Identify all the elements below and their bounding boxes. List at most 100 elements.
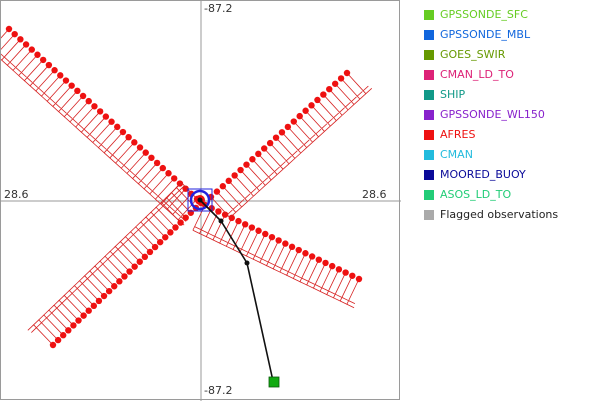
- wind-barb-feather: [247, 195, 254, 202]
- observation-dot: [121, 273, 128, 280]
- observation-dot: [213, 188, 221, 195]
- wind-barb-feather: [226, 209, 233, 216]
- wind-barb-feather: [293, 278, 301, 283]
- legend-item[interactable]: GPSSONDE_MBL: [422, 26, 597, 46]
- legend-item[interactable]: SHIP: [422, 86, 597, 106]
- wind-barb-staff: [69, 100, 90, 123]
- wind-barb-feather: [170, 187, 177, 194]
- wind-barb-feather: [66, 293, 73, 299]
- wind-barb-staff: [104, 255, 125, 277]
- wind-barb-feather: [340, 300, 348, 305]
- observation-dot: [75, 317, 82, 324]
- wind-barb-staff: [1, 33, 15, 50]
- wind-barb-feather: [135, 175, 141, 181]
- wind-barb-staff: [166, 188, 186, 210]
- wind-barb-staff: [84, 275, 105, 297]
- wind-barb-feather: [144, 211, 152, 219]
- wind-barb-feather: [92, 268, 98, 275]
- observation-dot: [282, 240, 289, 247]
- observation-dot: [261, 145, 268, 152]
- wind-barb-feather: [328, 290, 336, 295]
- observation-dot: [85, 97, 92, 105]
- observation-dot: [314, 96, 321, 104]
- wind-barb-staff: [346, 278, 360, 305]
- wind-barb-feather: [351, 96, 357, 102]
- wind-barb-feather: [89, 134, 96, 140]
- wind-barb-feather: [72, 118, 79, 124]
- wind-barb-feather: [232, 249, 241, 254]
- observation-dot: [219, 183, 227, 190]
- legend-item[interactable]: CMAN_LD_TO: [422, 66, 597, 86]
- wind-barb-feather: [201, 229, 208, 234]
- wind-barb-feather: [81, 131, 88, 138]
- wind-barb-feather: [119, 236, 126, 243]
- wind-barb-staff: [328, 88, 349, 111]
- wind-barb-staff: [53, 304, 74, 326]
- observation-dot: [60, 332, 67, 339]
- observation-dot: [159, 164, 167, 172]
- wind-barb-feather: [46, 100, 54, 107]
- wind-barb-feather: [104, 251, 111, 258]
- observation-dot: [308, 102, 315, 109]
- legend-label: GPSSONDE_MBL: [440, 28, 531, 41]
- wind-barb-feather: [120, 167, 128, 174]
- wind-barb-feather: [60, 108, 67, 114]
- legend-item[interactable]: MOORED_BUOY: [422, 166, 597, 186]
- observation-dot: [96, 108, 104, 115]
- legend-label: CMAN_LD_TO: [440, 68, 514, 81]
- wind-barb-staff: [219, 217, 233, 244]
- wind-barb-feather: [341, 297, 349, 301]
- observation-map[interactable]: [1, 1, 401, 401]
- observation-dot: [255, 227, 262, 234]
- wind-barb-staff: [326, 269, 340, 295]
- wind-barb-feather: [35, 90, 42, 97]
- legend-item[interactable]: Flagged observations: [422, 206, 597, 226]
- observation-dot: [266, 139, 274, 147]
- observation-dot: [136, 258, 143, 265]
- wind-barb-staff: [258, 153, 278, 175]
- wind-barb-feather: [109, 246, 116, 253]
- wind-barb-staff: [74, 285, 95, 307]
- wind-barb-staff: [293, 121, 313, 143]
- observation-dot: [153, 159, 161, 167]
- wind-barb-staff: [252, 233, 266, 260]
- wind-barb-feather: [26, 77, 33, 83]
- observation-dot: [320, 91, 327, 98]
- observation-dot: [241, 221, 249, 228]
- legend-item[interactable]: GPSSONDE_WL150: [422, 106, 597, 126]
- wind-barb-feather: [15, 67, 22, 73]
- wind-barb-feather: [139, 216, 147, 223]
- wind-barb-feather: [76, 283, 83, 289]
- wind-barb-feather: [143, 188, 151, 195]
- observation-dot: [322, 259, 329, 267]
- observation-dot: [231, 172, 238, 179]
- wind-barb-staff: [75, 106, 95, 128]
- wind-barb-feather: [63, 290, 70, 297]
- wind-barb-staff: [240, 169, 260, 192]
- observation-dot: [62, 77, 70, 84]
- legend-item[interactable]: GPSSONDE_SFC: [422, 6, 597, 26]
- wind-barb-staff: [299, 115, 319, 138]
- observation-dot: [136, 144, 144, 151]
- drift-track-line: [199, 199, 274, 382]
- wind-barb-staff: [114, 246, 135, 267]
- legend-item[interactable]: CMAN: [422, 146, 597, 166]
- legend-item[interactable]: ASOS_LD_TO: [422, 186, 597, 206]
- observation-dot: [51, 67, 58, 74]
- wind-barb-feather: [274, 264, 282, 269]
- wind-barb-feather: [24, 80, 31, 87]
- legend-swatch: [424, 90, 434, 100]
- legend-item[interactable]: GOES_SWIR: [422, 46, 597, 66]
- plot-area[interactable]: -87.2 -87.2 28.6 28.6: [0, 0, 401, 401]
- legend-item[interactable]: AFRES: [422, 126, 597, 146]
- wind-barb-feather: [235, 206, 242, 213]
- wind-barb-staff: [35, 69, 55, 92]
- wind-barb-staff: [305, 110, 325, 132]
- wind-barb-staff: [38, 319, 59, 341]
- observation-dot: [302, 250, 309, 257]
- legend-swatch: [424, 70, 434, 80]
- wind-barb-feather: [123, 164, 130, 171]
- wind-barb-feather: [259, 262, 268, 267]
- wind-barb-staff: [323, 94, 343, 116]
- wind-barb-feather: [241, 248, 248, 253]
